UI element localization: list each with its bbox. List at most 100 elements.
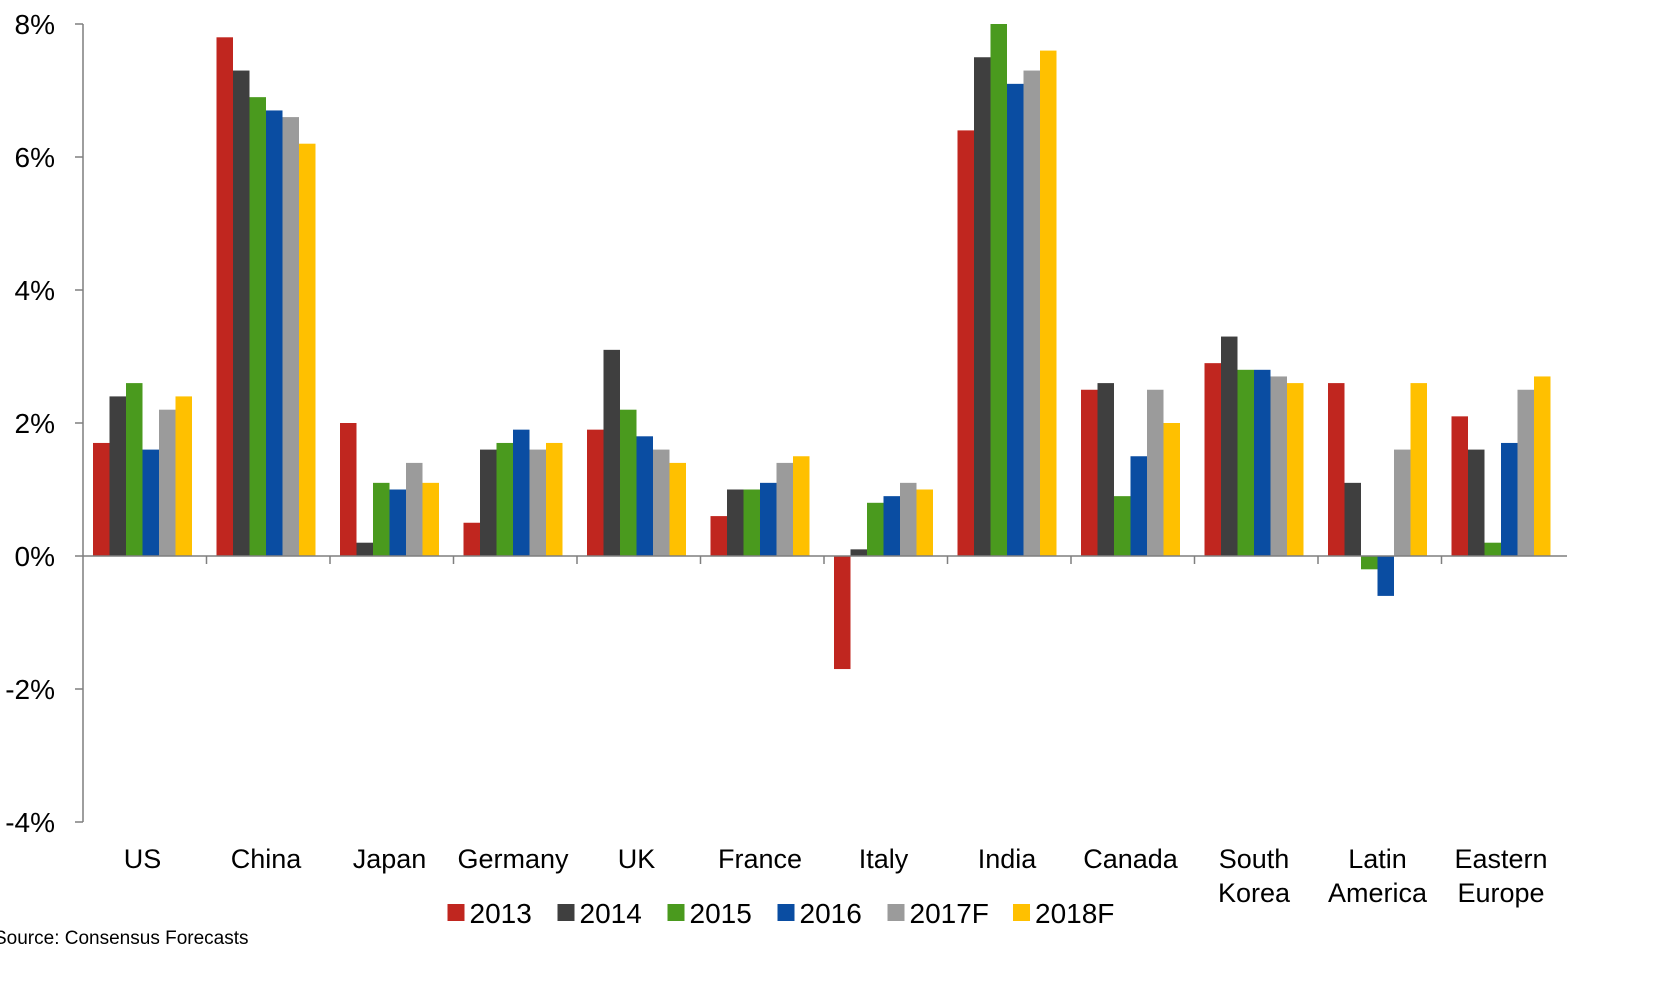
bars-area [93,24,1551,670]
legend-label: 2017F [910,898,989,929]
y-tick-label: 2% [15,408,55,439]
bar [299,143,316,556]
bar [1501,442,1518,556]
bar [653,449,670,556]
x-category-label: UK [618,844,656,874]
legend-swatch [887,904,905,921]
bar [1023,70,1040,557]
x-category-label: Latin [1348,844,1407,874]
bar [529,449,546,556]
legend-swatch [667,904,685,921]
bar [793,456,810,556]
bar [1377,556,1394,596]
bar [463,522,480,556]
bar [216,37,233,557]
bar [233,70,250,557]
bar [422,482,439,556]
bar [389,489,406,556]
bar [1287,383,1304,556]
bar [669,462,686,556]
bar [1114,496,1131,556]
bar [620,409,637,556]
bar [727,489,744,556]
bar [1534,376,1551,556]
bar [175,396,192,556]
legend: 2013 2014 2015 2016 2017F 2018F [447,898,1114,929]
bar [126,383,143,556]
bar [109,396,126,556]
bar [974,57,991,556]
bar [1484,542,1501,556]
bar [496,442,513,556]
bar [1517,389,1534,556]
x-category-label: Germany [457,844,569,874]
bar [373,482,390,556]
bar [850,549,867,556]
bar [776,462,793,556]
bar [1147,389,1164,556]
bar [1221,336,1238,556]
bar [142,449,159,556]
y-tick-label: -2% [5,674,55,705]
bar [867,502,884,556]
x-category-label: Europe [1457,878,1544,908]
bar [93,442,110,556]
bar [513,429,530,556]
bar [1270,376,1287,556]
x-category-label: Korea [1218,878,1291,908]
bar [1237,369,1254,556]
x-category-label: South [1219,844,1290,874]
y-tick-label: 6% [15,142,55,173]
legend-swatch [447,904,465,921]
legend-label: 2018F [1035,898,1114,929]
y-tick-label: 4% [15,275,55,306]
x-category-label: US [124,844,162,874]
legend-swatch [557,904,575,921]
y-tick-label: 8% [15,9,55,40]
bar [249,97,266,557]
bar [1097,383,1114,556]
bar [1007,83,1024,556]
bar [1040,50,1057,556]
bar [356,542,373,556]
bar [743,489,760,556]
bar [1204,363,1221,556]
bar [1394,449,1411,556]
bar [159,409,176,556]
bar [760,482,777,556]
y-axis: 8% 6% 4% 2% 0% -2% -4% [5,9,84,838]
bar [480,449,497,556]
bar [1254,369,1271,556]
bar [990,24,1007,556]
legend-swatch [777,904,795,921]
bar [1410,383,1427,556]
bar [340,423,357,556]
x-category-label: China [231,844,303,874]
bar [587,429,604,556]
bar [710,516,727,556]
bar [636,436,653,556]
legend-label: 2013 [470,898,532,929]
bar [406,462,423,556]
legend-swatch [1013,904,1030,921]
bar [916,489,933,556]
bar [1361,556,1378,570]
bar [834,556,851,670]
legend-label: 2014 [580,898,642,929]
x-category-label: France [718,844,802,874]
source-note: Source: Consensus Forecasts [0,928,249,949]
bar [1081,389,1098,556]
bar [1328,383,1345,556]
x-category-label: Eastern [1454,844,1547,874]
bar [546,442,563,556]
x-category-label: Japan [353,844,427,874]
bar [1163,423,1180,556]
bar [883,496,900,556]
bar [282,117,299,556]
bar [1130,456,1147,556]
y-tick-label: -4% [5,807,55,838]
x-category-label: India [978,844,1038,874]
bar [957,130,974,556]
bar [603,349,620,556]
